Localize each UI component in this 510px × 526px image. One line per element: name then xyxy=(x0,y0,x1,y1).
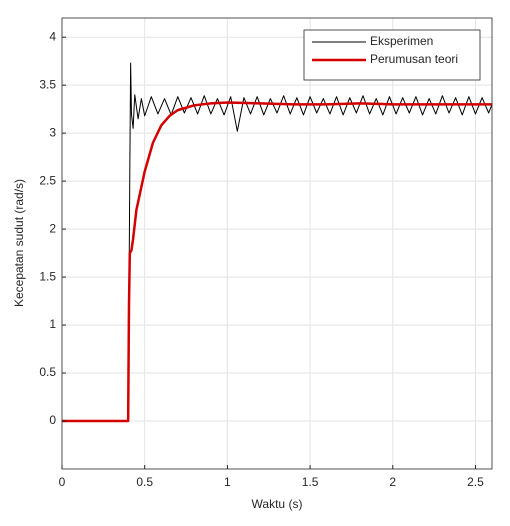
y-tick-label: 4 xyxy=(49,29,56,43)
x-tick-label: 0.5 xyxy=(136,475,153,489)
x-tick-label: 2 xyxy=(389,475,396,489)
y-tick-label: 2 xyxy=(49,221,56,235)
grid xyxy=(61,18,492,469)
legend-label: Eksperimen xyxy=(370,34,433,48)
x-tick-label: 0 xyxy=(59,475,66,489)
x-axis-label: Waktu (s) xyxy=(252,497,303,511)
y-tick-label: 0.5 xyxy=(39,365,56,379)
y-axis-label: Kecepatan sudut (rad/s) xyxy=(12,179,26,307)
x-tick-label: 1.5 xyxy=(302,475,319,489)
legend: Eksperimen Perumusan teori xyxy=(303,29,481,81)
legend-label: Perumusan teori xyxy=(370,52,458,66)
axes-box xyxy=(61,17,493,470)
series-line xyxy=(62,101,492,423)
lines xyxy=(62,62,493,423)
legend-box xyxy=(303,29,481,81)
y-tick-label: 2.5 xyxy=(39,173,56,187)
x-tick-label: 1 xyxy=(224,475,231,489)
x-tick-label: 2.5 xyxy=(467,475,484,489)
y-tick-label: 3 xyxy=(49,125,56,139)
y-tick-label: 3.5 xyxy=(39,77,56,91)
y-tick-label: 1 xyxy=(49,317,56,331)
y-tick-label: 0 xyxy=(49,413,56,427)
y-tick-label: 1.5 xyxy=(39,269,56,283)
